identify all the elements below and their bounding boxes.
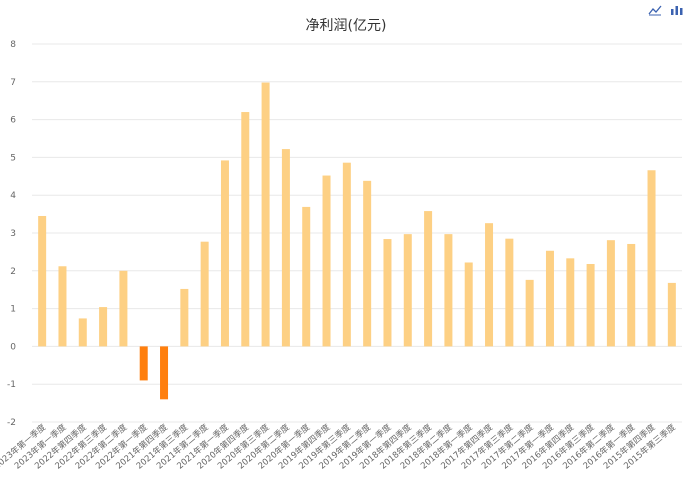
bar[interactable] (586, 263, 595, 347)
y-axis: -2 -1 0 1 2 3 4 5 6 7 8 (7, 40, 16, 428)
bar[interactable] (78, 318, 87, 347)
bar[interactable] (627, 243, 636, 347)
bar[interactable] (241, 112, 250, 347)
y-tick-label: 6 (10, 116, 16, 126)
y-tick-label: 5 (10, 153, 16, 163)
bar[interactable] (220, 160, 229, 347)
x-axis: 2023年第一季度2023年第一季度2022年第四季度2022年第三季度2022… (0, 422, 678, 472)
y-tick-label: -1 (7, 380, 16, 390)
bar[interactable] (363, 180, 372, 347)
bar[interactable] (38, 215, 47, 347)
bar[interactable] (139, 346, 148, 381)
chart-toolbar (648, 4, 684, 16)
bar[interactable] (424, 211, 433, 347)
bar[interactable] (322, 175, 331, 347)
y-tick-label: 0 (10, 342, 16, 352)
bar[interactable] (667, 282, 676, 347)
bar[interactable] (281, 149, 290, 347)
bar[interactable] (383, 239, 392, 347)
bar[interactable] (99, 307, 108, 347)
bar[interactable] (302, 206, 311, 347)
bar[interactable] (606, 240, 615, 347)
bar[interactable] (160, 346, 169, 400)
y-tick-label: 4 (10, 191, 16, 201)
bars-group (38, 82, 676, 400)
bar[interactable] (119, 270, 128, 347)
chart-title: 净利润(亿元) (306, 18, 387, 34)
bar[interactable] (647, 170, 656, 347)
bar[interactable] (180, 288, 189, 347)
y-tick-label: 3 (10, 229, 16, 239)
bar[interactable] (545, 250, 554, 347)
y-tick-label: 8 (10, 40, 16, 50)
grid-lines (32, 43, 682, 423)
bar[interactable] (566, 258, 575, 347)
bar[interactable] (505, 238, 514, 347)
line-chart-icon[interactable] (648, 4, 662, 16)
bar[interactable] (464, 262, 473, 347)
y-tick-label: 1 (10, 305, 16, 315)
bar[interactable] (58, 266, 67, 347)
y-tick-label: 7 (10, 78, 16, 88)
bar[interactable] (261, 82, 270, 347)
bar[interactable] (342, 162, 351, 347)
bar[interactable] (200, 241, 209, 347)
bar-chart-icon[interactable] (670, 4, 684, 16)
bar[interactable] (485, 223, 494, 347)
bar[interactable] (403, 234, 412, 347)
bar[interactable] (444, 234, 453, 347)
bar[interactable] (525, 279, 534, 347)
y-tick-label: -2 (7, 418, 16, 428)
y-tick-label: 2 (10, 267, 16, 277)
